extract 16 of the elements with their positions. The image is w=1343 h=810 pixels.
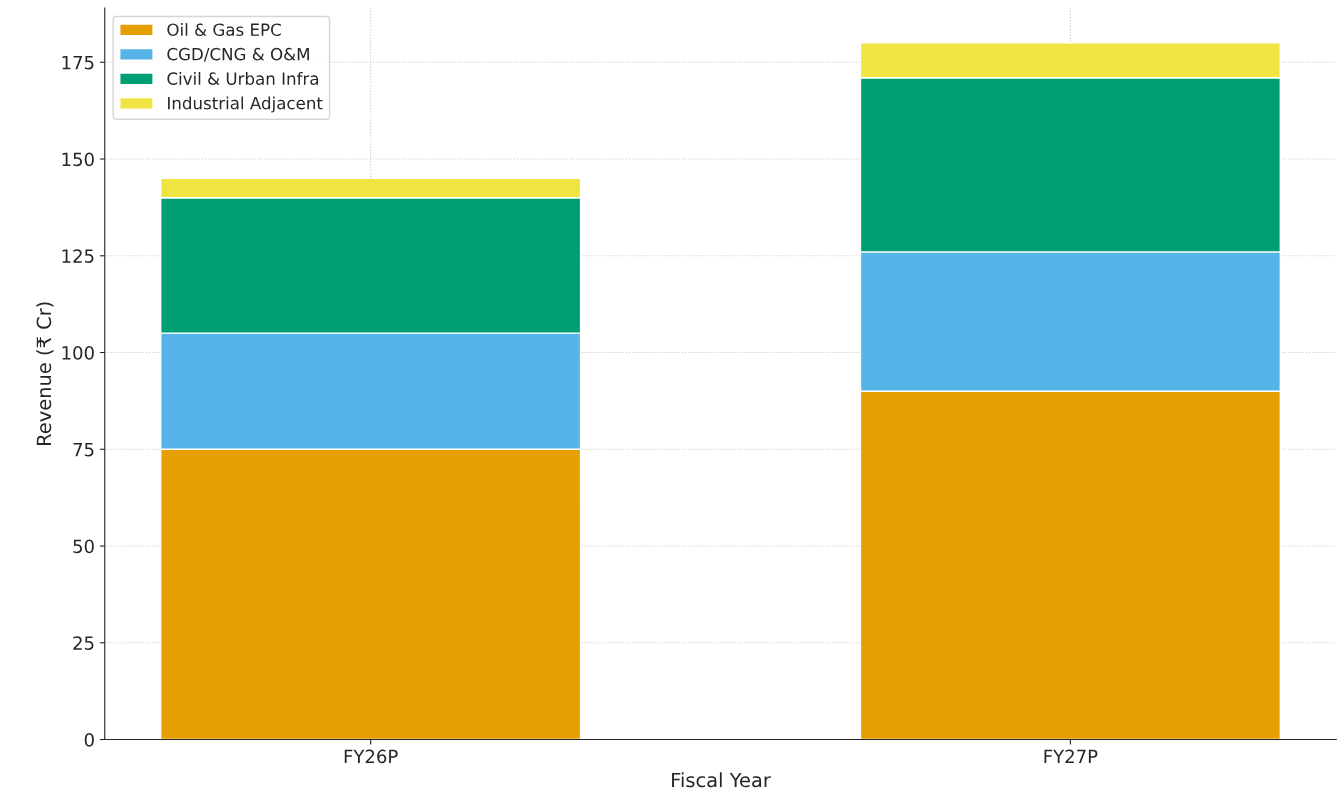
y-tick-label: 100 [62,345,94,360]
y-tick-label: 50 [73,539,94,554]
legend-label: Industrial Adjacent [168,96,323,113]
x-tick-label: FY26P [344,749,398,764]
legend-label: Civil & Urban Infra [167,72,319,85]
y-tick-label: 125 [62,249,94,263]
y-tick-label: 0 [84,732,94,747]
legend-label: CGD/CNG & O&M [167,47,309,62]
legend-label: Oil & Gas EPC [167,23,281,36]
x-axis-title: Fiscal Year [672,772,771,788]
y-tick-label: 175 [62,55,94,70]
x-tick-label: FY27P [1044,749,1098,763]
y-tick-label: 25 [73,636,94,650]
y-tick-label: 150 [62,152,94,167]
y-tick-label: 75 [73,442,94,457]
y-axis-title: Revenue (₹ Cr) [36,302,54,445]
